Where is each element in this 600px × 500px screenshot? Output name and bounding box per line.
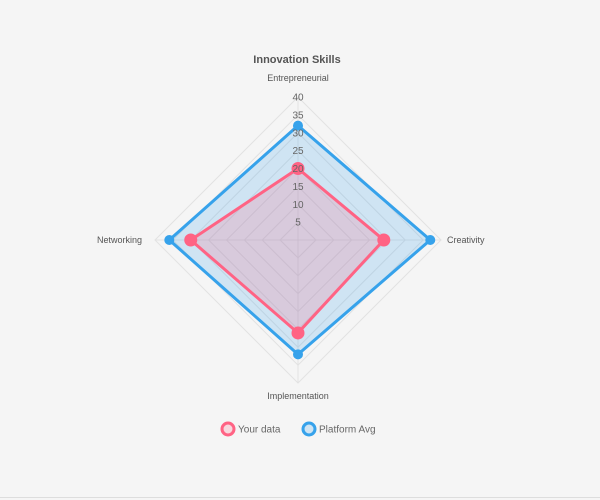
- point-platform-avg-implementation[interactable]: [293, 349, 303, 360]
- axis-label-networking: Networking: [97, 235, 142, 245]
- tick-label-40: 40: [292, 93, 304, 104]
- axis-label-creativity: Creativity: [447, 235, 485, 245]
- legend-swatch-platform-avg: [301, 421, 317, 437]
- tick-label-10: 10: [292, 200, 304, 211]
- legend-swatch-your-data: [220, 421, 236, 437]
- legend-label-platform-avg: Platform Avg: [319, 425, 376, 436]
- radial-tick-labels: 5 10 15 20 25 30 35 40: [292, 93, 304, 229]
- tick-label-15: 15: [292, 182, 304, 193]
- axis-label-implementation: Implementation: [267, 391, 329, 401]
- chart-title: Innovation Skills: [253, 54, 340, 66]
- tick-label-25: 25: [292, 146, 304, 157]
- point-platform-avg-creativity[interactable]: [425, 235, 436, 245]
- point-platform-avg-entrepreneurial[interactable]: [293, 120, 303, 131]
- point-your-data-implementation[interactable]: [291, 326, 305, 340]
- tick-label-20: 20: [292, 164, 304, 175]
- radar-series: [164, 120, 436, 360]
- axis-labels: Entrepreneurial Creativity Implementation N…: [97, 73, 485, 401]
- chart-legend: Your data Platform Avg: [220, 421, 376, 437]
- frame-bottom-line: [0, 497, 600, 498]
- point-your-data-creativity[interactable]: [377, 233, 391, 247]
- legend-label-your-data: Your data: [238, 425, 281, 436]
- point-your-data-networking[interactable]: [184, 233, 198, 247]
- tick-label-35: 35: [292, 110, 304, 121]
- point-your-data-entrepreneurial[interactable]: [291, 162, 305, 175]
- tick-label-30: 30: [292, 128, 304, 139]
- legend-item-platform-avg[interactable]: Platform Avg: [301, 421, 376, 437]
- point-platform-avg-networking[interactable]: [164, 235, 175, 245]
- tick-label-5: 5: [295, 218, 301, 229]
- axis-label-entrepreneurial: Entrepreneurial: [267, 73, 329, 83]
- legend-item-your-data[interactable]: Your data: [220, 421, 281, 437]
